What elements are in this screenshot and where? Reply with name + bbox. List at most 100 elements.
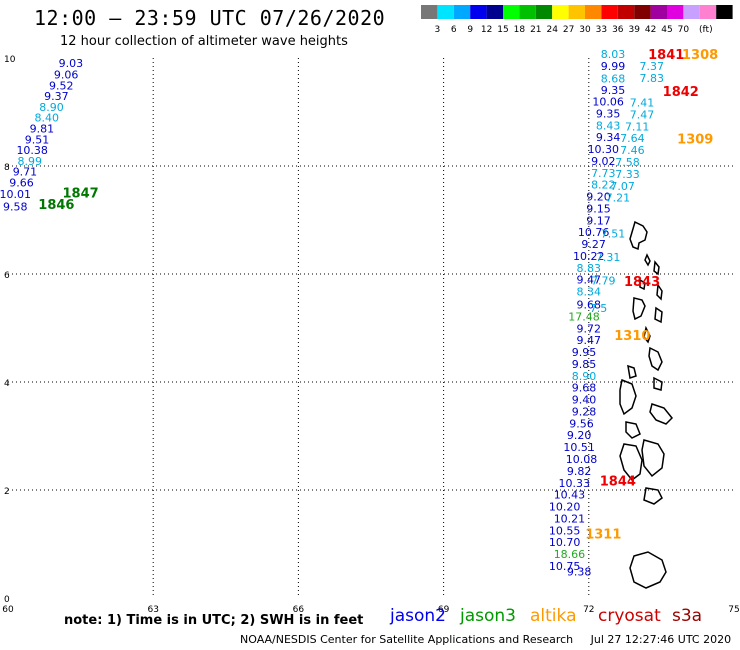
color-swatch xyxy=(453,5,471,19)
pass-id-label: 1842 xyxy=(663,85,699,100)
wave-height-label: 9.06 xyxy=(54,69,79,82)
wave-height-label: 7.07 xyxy=(610,180,635,193)
wave-height-label: 9.68 xyxy=(572,382,597,395)
wave-height-label: 9.02 xyxy=(591,155,616,168)
footer-timestamp: Jul 27 12:27:46 UTC 2020 xyxy=(590,633,732,646)
island-outline xyxy=(625,421,641,439)
wave-height-label: 9.15 xyxy=(586,202,611,215)
wave-height-label: 8.83 xyxy=(577,262,602,275)
color-swatch xyxy=(568,5,585,19)
pass-id-label: 1309 xyxy=(677,132,713,147)
island-outline xyxy=(641,439,665,478)
pass-id-label: 1846 xyxy=(38,198,74,213)
wave-height-label: 9.51 xyxy=(25,133,50,146)
color-scale-label: 39 xyxy=(628,25,640,35)
color-scale-label: 70 xyxy=(678,25,690,35)
legend-s3a: s3a xyxy=(672,606,703,626)
wave-height-label: 9.47 xyxy=(577,274,602,287)
color-scale-label: (ft) xyxy=(699,25,713,35)
pass-id-label: 1847 xyxy=(63,186,99,201)
pass-id-label: 1844 xyxy=(600,475,636,490)
legend-altika: altika xyxy=(530,606,577,626)
color-swatch xyxy=(667,5,684,19)
y-tick-label: 0 xyxy=(4,595,10,605)
island-outline xyxy=(632,297,646,321)
wave-height-label: 18.66 xyxy=(554,548,586,561)
island-outline xyxy=(653,376,663,391)
wave-height-label: 9.81 xyxy=(30,123,55,136)
wave-height-label: 8.68 xyxy=(601,72,626,85)
y-tick-label: 4 xyxy=(4,379,10,389)
wave-height-label: 7.41 xyxy=(630,97,655,110)
wave-height-label: 7.46 xyxy=(620,144,645,157)
footer-credit: NOAA/NESDIS Center for Satellite Applica… xyxy=(240,633,731,646)
color-scale-label: 3 xyxy=(435,25,441,35)
y-tick-label: 6 xyxy=(4,271,10,281)
color-swatch xyxy=(585,5,602,19)
wave-height-label: 7.73 xyxy=(591,167,616,180)
color-scale-legend: 3 6 9 12 15 18 21 24 27 30 33 36 39 42 45 70 (ft) xyxy=(421,5,733,35)
x-tick-label: 75 xyxy=(728,605,739,615)
x-tick-label: 72 xyxy=(583,605,594,615)
wave-height-label: 8.99 xyxy=(18,155,43,168)
color-swatch xyxy=(503,5,520,19)
color-swatch xyxy=(650,5,667,19)
wave-height-label: 10.22 xyxy=(573,250,605,263)
island-outline xyxy=(644,253,651,267)
wave-height-label: 7.47 xyxy=(630,108,655,121)
wave-height-label: 10.21 xyxy=(554,512,586,525)
color-scale-label: 9 xyxy=(467,25,473,35)
footer-source: NOAA/NESDIS Center for Satellite Applica… xyxy=(240,633,574,646)
color-swatch xyxy=(535,5,553,19)
color-swatch xyxy=(519,5,536,19)
wave-height-label: 9.56 xyxy=(569,417,594,430)
color-scale-label: 18 xyxy=(514,25,526,35)
island-outline xyxy=(639,278,646,291)
color-swatch xyxy=(470,5,487,19)
pass-id-label: 1311 xyxy=(585,528,621,543)
wave-height-label: 9.35 xyxy=(601,84,626,97)
island-outline xyxy=(619,443,643,482)
wave-height-label: 10.33 xyxy=(559,477,591,490)
island-outline xyxy=(643,487,663,505)
island-outline xyxy=(654,306,663,324)
wave-height-label: 8.34 xyxy=(577,286,602,299)
color-scale-label: 27 xyxy=(563,25,574,35)
wave-height-label: 9.37 xyxy=(44,90,69,103)
wave-height-label: 9.17 xyxy=(586,214,611,227)
wave-height-label: 10.43 xyxy=(554,489,586,502)
wave-height-label: 17.48 xyxy=(568,310,600,323)
island-outline xyxy=(643,325,651,344)
wave-height-label: 7.11 xyxy=(625,120,650,133)
wave-height-label: 9.95 xyxy=(572,346,597,359)
wave-height-label: 9.66 xyxy=(9,177,34,190)
wave-height-label: 7.33 xyxy=(615,168,640,181)
wave-height-label: 10.30 xyxy=(588,143,620,156)
wave-height-label: 7.58 xyxy=(615,156,640,169)
pass-id-label: 1843 xyxy=(624,275,660,290)
wave-height-label: 10.70 xyxy=(549,536,581,549)
note-text: note: 1) Time is in UTC; 2) SWH is in fe… xyxy=(64,613,364,628)
color-scale-label: 42 xyxy=(645,25,656,35)
color-swatch xyxy=(421,5,438,19)
wave-height-label: 9.35 xyxy=(596,107,621,120)
wave-height-label: 10.06 xyxy=(592,96,624,109)
color-swatch xyxy=(617,5,635,19)
wave-height-label: 9.28 xyxy=(572,405,597,418)
y-tick-label: 8 xyxy=(4,163,10,173)
pass-id-label: 1310 xyxy=(614,329,650,344)
color-scale-label: 21 xyxy=(530,25,541,35)
wave-height-label: 8.43 xyxy=(596,119,621,132)
wave-height-label: 9.34 xyxy=(596,131,621,144)
wave-height-label: 9.03 xyxy=(59,57,84,70)
color-scale-label: 30 xyxy=(579,25,591,35)
wave-height-label: 8.03 xyxy=(601,48,626,61)
island-outline xyxy=(653,260,660,276)
x-tick-label: 63 xyxy=(147,605,158,615)
island-outline xyxy=(648,346,663,372)
wave-height-label: 10.51 xyxy=(563,441,595,454)
wave-height-label: 7.64 xyxy=(620,132,645,145)
wave-height-label: 10.75 xyxy=(549,560,581,573)
wave-height-label: 9.27 xyxy=(581,238,606,251)
